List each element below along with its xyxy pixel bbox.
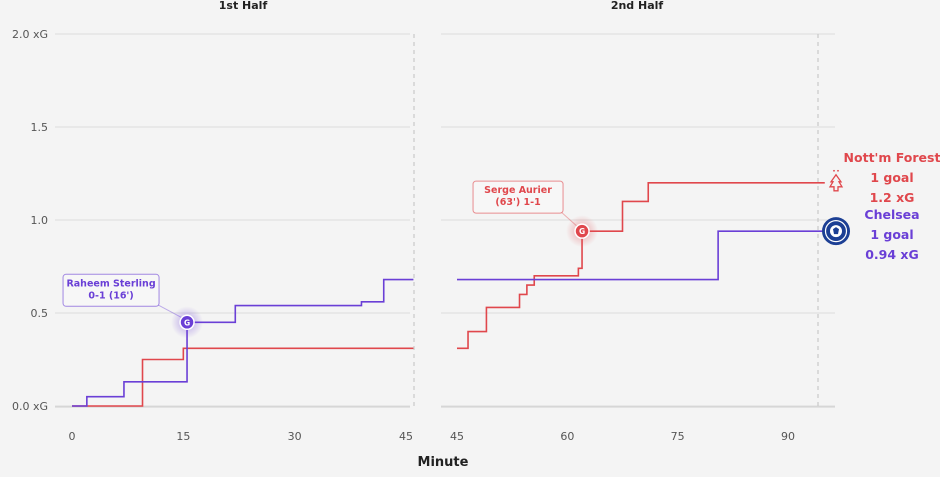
crest-dot bbox=[837, 169, 839, 172]
chelsea-crest-icon bbox=[822, 217, 850, 246]
x-tick-label: 0 bbox=[69, 430, 76, 443]
nottm-forest-summary: 1.2 xG bbox=[870, 190, 915, 205]
x-tick-label: 75 bbox=[671, 430, 685, 443]
x-tick-label: 45 bbox=[450, 430, 464, 443]
x-axis-label: Minute bbox=[418, 455, 469, 470]
y-tick-label: 2.0 xG bbox=[12, 28, 48, 41]
panel-title: 1st Half bbox=[219, 0, 268, 12]
annotation-label: (63') 1-1 bbox=[495, 197, 540, 208]
annotation-connector bbox=[154, 302, 184, 319]
annotation-label: 0-1 (16') bbox=[88, 290, 133, 301]
panel-title: 2nd Half bbox=[611, 0, 664, 12]
goal-marker bbox=[574, 223, 590, 239]
annotation-label: Raheem Sterling bbox=[66, 278, 155, 289]
chelsea-summary: 0.94 xG bbox=[865, 247, 919, 262]
annotation-box bbox=[62, 273, 160, 307]
goal-marker-letter: G bbox=[579, 227, 585, 236]
y-tick-label: 0.0 xG bbox=[12, 400, 48, 413]
goal-marker-letter: G bbox=[184, 318, 190, 327]
crest-lion bbox=[833, 227, 839, 235]
chelsea-summary: 1 goal bbox=[870, 227, 913, 242]
series-line-chelsea bbox=[72, 278, 414, 407]
crest-dot bbox=[833, 169, 835, 172]
x-tick-label: 45 bbox=[399, 430, 413, 443]
chelsea-summary: Chelsea bbox=[864, 207, 919, 222]
y-tick-label: 1.5 bbox=[31, 121, 49, 134]
nottm-forest-summary: Nott'm Forest bbox=[844, 150, 940, 165]
series-line-nott-m-forest bbox=[457, 182, 825, 350]
y-tick-label: 1.0 bbox=[31, 214, 49, 227]
x-tick-label: 60 bbox=[560, 430, 574, 443]
tree-shape bbox=[828, 173, 844, 192]
x-tick-label: 30 bbox=[288, 430, 302, 443]
goal-marker bbox=[179, 314, 195, 331]
x-tick-label: 15 bbox=[176, 430, 190, 443]
y-tick-label: 0.5 bbox=[31, 307, 49, 320]
crest-ring bbox=[824, 220, 848, 243]
series-line-chelsea bbox=[457, 230, 825, 281]
annotation-label: Serge Aurier bbox=[484, 185, 552, 196]
nottm-forest-crest-icon bbox=[828, 169, 844, 192]
nottm-forest-summary: 1 goal bbox=[870, 170, 913, 185]
series-line-nott-m-forest bbox=[72, 347, 414, 407]
annotation-box bbox=[472, 180, 564, 214]
x-tick-label: 90 bbox=[781, 430, 795, 443]
